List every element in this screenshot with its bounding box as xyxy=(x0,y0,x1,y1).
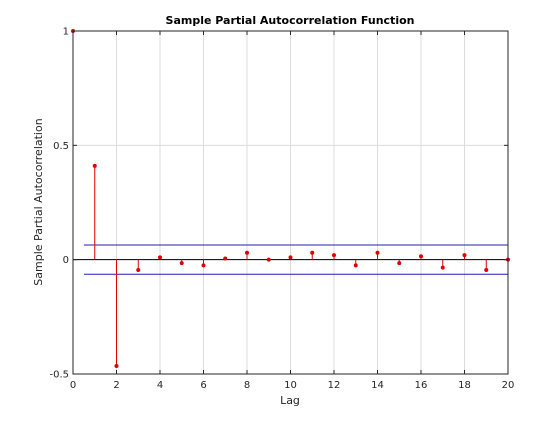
stem-marker xyxy=(462,253,467,258)
y-tick-label: 0 xyxy=(63,255,69,266)
stem-marker xyxy=(353,263,358,268)
stem-marker xyxy=(114,363,119,368)
stem-marker xyxy=(92,163,97,168)
x-tick-label: 10 xyxy=(284,380,297,391)
x-tick-label: 18 xyxy=(458,380,471,391)
y-tick-label: 0.5 xyxy=(53,141,69,152)
stem-marker xyxy=(288,255,293,260)
stem-marker xyxy=(419,254,423,259)
y-tick-label: -0.5 xyxy=(49,370,69,381)
stem-marker xyxy=(266,257,271,262)
x-ticks: 0 2 4 6 8 10 12 14 16 18 20 xyxy=(70,31,515,391)
stem-marker xyxy=(158,255,162,260)
stem-marker xyxy=(375,250,380,255)
x-tick-label: 14 xyxy=(371,380,384,391)
stem-marker xyxy=(310,250,315,255)
stem-marker xyxy=(440,265,445,270)
x-tick-label: 12 xyxy=(328,380,341,391)
stem-marker xyxy=(245,250,249,255)
x-tick-label: 6 xyxy=(200,380,206,391)
x-tick-label: 16 xyxy=(415,380,428,391)
stem-marker xyxy=(201,263,206,268)
stem-marker xyxy=(136,267,141,272)
stem-marker xyxy=(179,261,184,266)
stem-marker xyxy=(397,261,402,266)
stem-marker xyxy=(332,253,336,258)
stem-marker xyxy=(223,256,228,261)
stem-marker xyxy=(484,267,489,272)
x-axis-label: Lag xyxy=(280,394,300,407)
y-ticks: -0.5 0 0.5 1 xyxy=(49,27,508,381)
x-tick-label: 0 xyxy=(70,380,76,391)
y-axis-label: Sample Partial Autocorrelation xyxy=(32,118,45,285)
confidence-bounds xyxy=(83,244,508,275)
chart-title: Sample Partial Autocorrelation Function xyxy=(166,14,415,27)
x-tick-label: 8 xyxy=(244,380,250,391)
x-tick-label: 20 xyxy=(502,380,515,391)
y-tick-label: 1 xyxy=(63,27,69,38)
x-tick-label: 4 xyxy=(157,380,163,391)
x-tick-label: 2 xyxy=(113,380,119,391)
